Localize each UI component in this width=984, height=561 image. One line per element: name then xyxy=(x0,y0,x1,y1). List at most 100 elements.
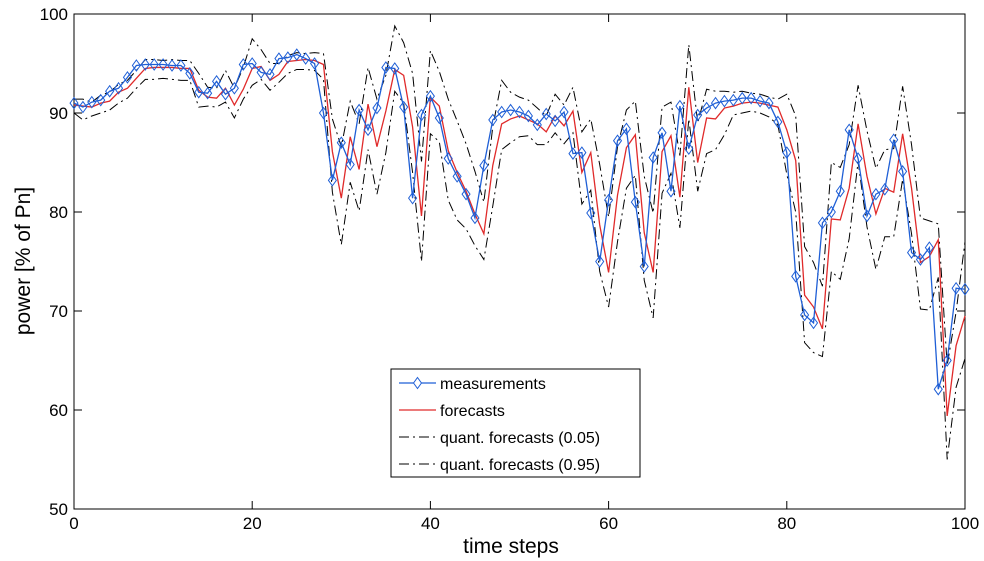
data-point-marker xyxy=(372,101,382,115)
data-point-marker xyxy=(105,84,115,98)
data-point-marker xyxy=(550,114,560,128)
x-tick-label: 20 xyxy=(243,514,262,533)
series-line-1 xyxy=(73,58,966,417)
data-point-marker xyxy=(800,308,810,322)
data-point-marker xyxy=(194,85,204,99)
data-point-marker xyxy=(416,108,427,122)
data-point-marker xyxy=(693,108,703,122)
data-point-marker xyxy=(176,59,186,72)
data-point-marker xyxy=(746,91,756,105)
data-point-marker xyxy=(898,165,908,178)
data-point-marker xyxy=(684,142,694,155)
data-point-marker xyxy=(256,66,266,79)
data-point-marker xyxy=(318,106,329,120)
data-point-marker xyxy=(443,152,453,165)
data-point-marker xyxy=(675,99,685,113)
data-point-marker xyxy=(354,103,364,117)
series-line-0 xyxy=(73,53,966,390)
x-tick-label: 0 xyxy=(69,514,78,533)
data-point-marker xyxy=(408,191,418,205)
data-point-marker xyxy=(425,89,435,103)
data-point-marker xyxy=(604,193,614,207)
data-point-marker xyxy=(853,152,863,165)
x-tick-label: 40 xyxy=(421,514,440,533)
y-axis-label: power [% of Pn] xyxy=(12,187,35,335)
data-point-marker xyxy=(915,253,926,266)
data-point-marker xyxy=(220,87,231,101)
data-point-marker xyxy=(577,146,587,159)
legend-label: forecasts xyxy=(440,403,505,420)
data-point-marker xyxy=(719,94,730,108)
legend-label: quant. forecasts (0.05) xyxy=(440,430,600,447)
y-tick-label: 60 xyxy=(49,401,68,420)
data-point-marker xyxy=(648,151,658,164)
data-point-marker xyxy=(541,107,551,121)
data-point-marker xyxy=(844,123,854,137)
data-point-marker xyxy=(363,123,373,137)
data-point-marker xyxy=(639,260,649,273)
data-point-marker xyxy=(506,103,516,117)
data-point-marker xyxy=(906,246,917,259)
data-point-marker xyxy=(167,59,177,72)
legend-box xyxy=(390,368,641,478)
data-point-marker xyxy=(835,184,845,198)
data-point-marker xyxy=(336,136,346,150)
x-tick-label: 100 xyxy=(951,514,979,533)
data-point-marker xyxy=(434,111,444,125)
data-point-marker xyxy=(292,48,302,61)
data-point-marker xyxy=(702,101,712,115)
data-point-marker xyxy=(479,159,489,172)
data-point-marker xyxy=(238,58,248,71)
data-point-marker xyxy=(889,133,899,147)
y-tick-label: 90 xyxy=(49,104,68,123)
data-point-marker xyxy=(764,96,774,110)
series-layer xyxy=(69,24,970,460)
data-point-marker xyxy=(381,61,391,74)
data-point-marker xyxy=(247,57,257,70)
data-point-marker xyxy=(301,52,311,65)
data-point-marker xyxy=(274,52,284,65)
data-point-marker xyxy=(755,94,765,108)
y-tick-label: 70 xyxy=(49,302,68,321)
data-point-marker xyxy=(158,58,168,71)
data-point-marker xyxy=(933,382,943,396)
data-point-marker xyxy=(452,170,462,183)
data-point-marker xyxy=(630,195,640,209)
data-point-marker xyxy=(149,58,159,71)
data-point-marker xyxy=(728,93,738,107)
data-point-marker xyxy=(399,100,409,114)
data-point-marker xyxy=(327,173,337,187)
legend-items: measurements forecasts quant. forecasts (0… xyxy=(399,376,600,474)
data-point-marker xyxy=(113,81,124,95)
data-point-marker xyxy=(595,255,605,268)
data-point-marker xyxy=(470,211,480,225)
data-point-marker xyxy=(612,134,623,148)
data-point-marker xyxy=(87,95,97,109)
legend-label: quant. forecasts (0.95) xyxy=(440,457,600,474)
data-point-marker xyxy=(951,281,961,295)
data-point-marker xyxy=(586,206,596,220)
data-point-marker xyxy=(862,209,872,223)
data-point-marker xyxy=(942,354,952,367)
data-point-marker xyxy=(185,67,195,80)
y-axis: 50 60 70 80 90 100 xyxy=(40,5,965,519)
legend-marker xyxy=(412,376,423,390)
y-tick-label: 100 xyxy=(40,5,68,24)
legend-label: measurements xyxy=(440,376,546,393)
data-point-marker xyxy=(122,71,133,84)
data-point-marker xyxy=(826,205,836,219)
data-point-marker xyxy=(78,100,88,114)
legend: measurements forecasts quant. forecasts (0… xyxy=(390,368,641,478)
data-point-marker xyxy=(523,109,533,123)
data-point-marker xyxy=(211,74,222,88)
data-point-marker xyxy=(657,126,667,140)
data-point-marker xyxy=(131,59,141,72)
data-point-marker xyxy=(514,105,525,119)
data-point-marker xyxy=(283,51,293,64)
data-point-marker xyxy=(924,241,934,254)
data-point-marker xyxy=(782,146,792,159)
data-point-marker xyxy=(461,187,471,201)
data-point-marker xyxy=(666,184,676,198)
x-tick-label: 80 xyxy=(777,514,796,533)
data-point-marker xyxy=(568,147,578,160)
